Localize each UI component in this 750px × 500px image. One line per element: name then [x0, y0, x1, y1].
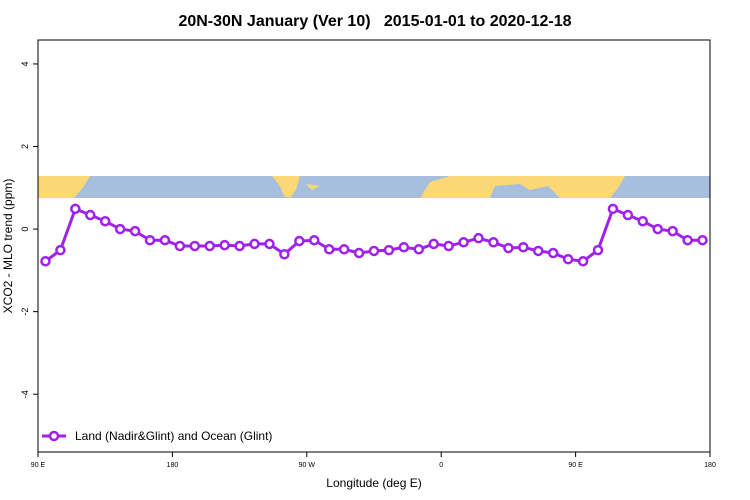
data-point	[159, 234, 171, 246]
data-point	[443, 240, 454, 252]
data-point	[428, 238, 439, 250]
data-point	[338, 244, 350, 255]
x-tick-label: 0	[439, 462, 443, 469]
data-point	[577, 256, 589, 267]
data-point	[353, 247, 365, 259]
data-point	[309, 234, 320, 246]
y-tick-label: 2	[20, 144, 30, 149]
plot-frame	[37, 39, 711, 453]
data-point	[592, 244, 604, 256]
data-point	[204, 240, 215, 252]
x-axis-label: Longitude (deg E)	[326, 476, 421, 490]
data-point	[219, 239, 230, 251]
data-point	[279, 249, 290, 260]
data-point	[383, 244, 395, 256]
data-point	[682, 234, 693, 246]
data-point	[667, 225, 678, 237]
data-point	[413, 244, 425, 255]
data-point	[637, 215, 649, 227]
y-tick-label: 0	[20, 227, 30, 232]
data-point	[294, 235, 305, 247]
data-point	[129, 225, 141, 237]
data-point	[85, 209, 96, 221]
legend-marker	[48, 430, 60, 442]
data-point	[503, 242, 514, 254]
x-tick-label: 90 E	[31, 462, 46, 469]
data-point	[114, 223, 126, 235]
data-point	[40, 256, 51, 267]
y-axis-label: XCO2 - MLO trend (ppm)	[1, 179, 15, 314]
data-point	[55, 244, 66, 256]
data-point	[99, 215, 111, 227]
data-point	[518, 241, 529, 253]
chart-title: 20N-30N January (Ver 10) 2015-01-01 to 2…	[178, 13, 571, 30]
data-point	[562, 253, 574, 265]
data-point	[652, 223, 663, 235]
data-point	[458, 237, 469, 248]
data-point	[473, 232, 484, 244]
x-tick-label: 90 W	[299, 462, 316, 469]
data-point	[264, 238, 275, 250]
y-tick-label: -2	[20, 308, 30, 316]
data-point	[547, 247, 559, 259]
data-point	[144, 234, 156, 246]
data-point	[622, 209, 634, 221]
data-point	[70, 203, 81, 215]
x-tick-label: 180	[704, 462, 716, 469]
map-strip	[38, 176, 710, 198]
x-tick-label: 90 E	[568, 462, 583, 469]
data-point	[323, 244, 335, 255]
x-tick-label: 180	[167, 462, 179, 469]
legend-label: Land (Nadir&Glint) and Ocean (Glint)	[75, 429, 272, 443]
data-point	[398, 241, 410, 253]
data-point	[174, 240, 186, 252]
data-point	[189, 240, 201, 252]
data-point	[249, 238, 260, 250]
data-point	[368, 245, 380, 257]
data-point	[607, 203, 619, 215]
y-tick-label: -4	[20, 390, 30, 398]
data-point	[697, 234, 708, 246]
data-point	[488, 237, 499, 248]
data-point	[533, 245, 544, 257]
y-tick-label: 4	[20, 61, 30, 66]
data-point	[234, 240, 245, 252]
